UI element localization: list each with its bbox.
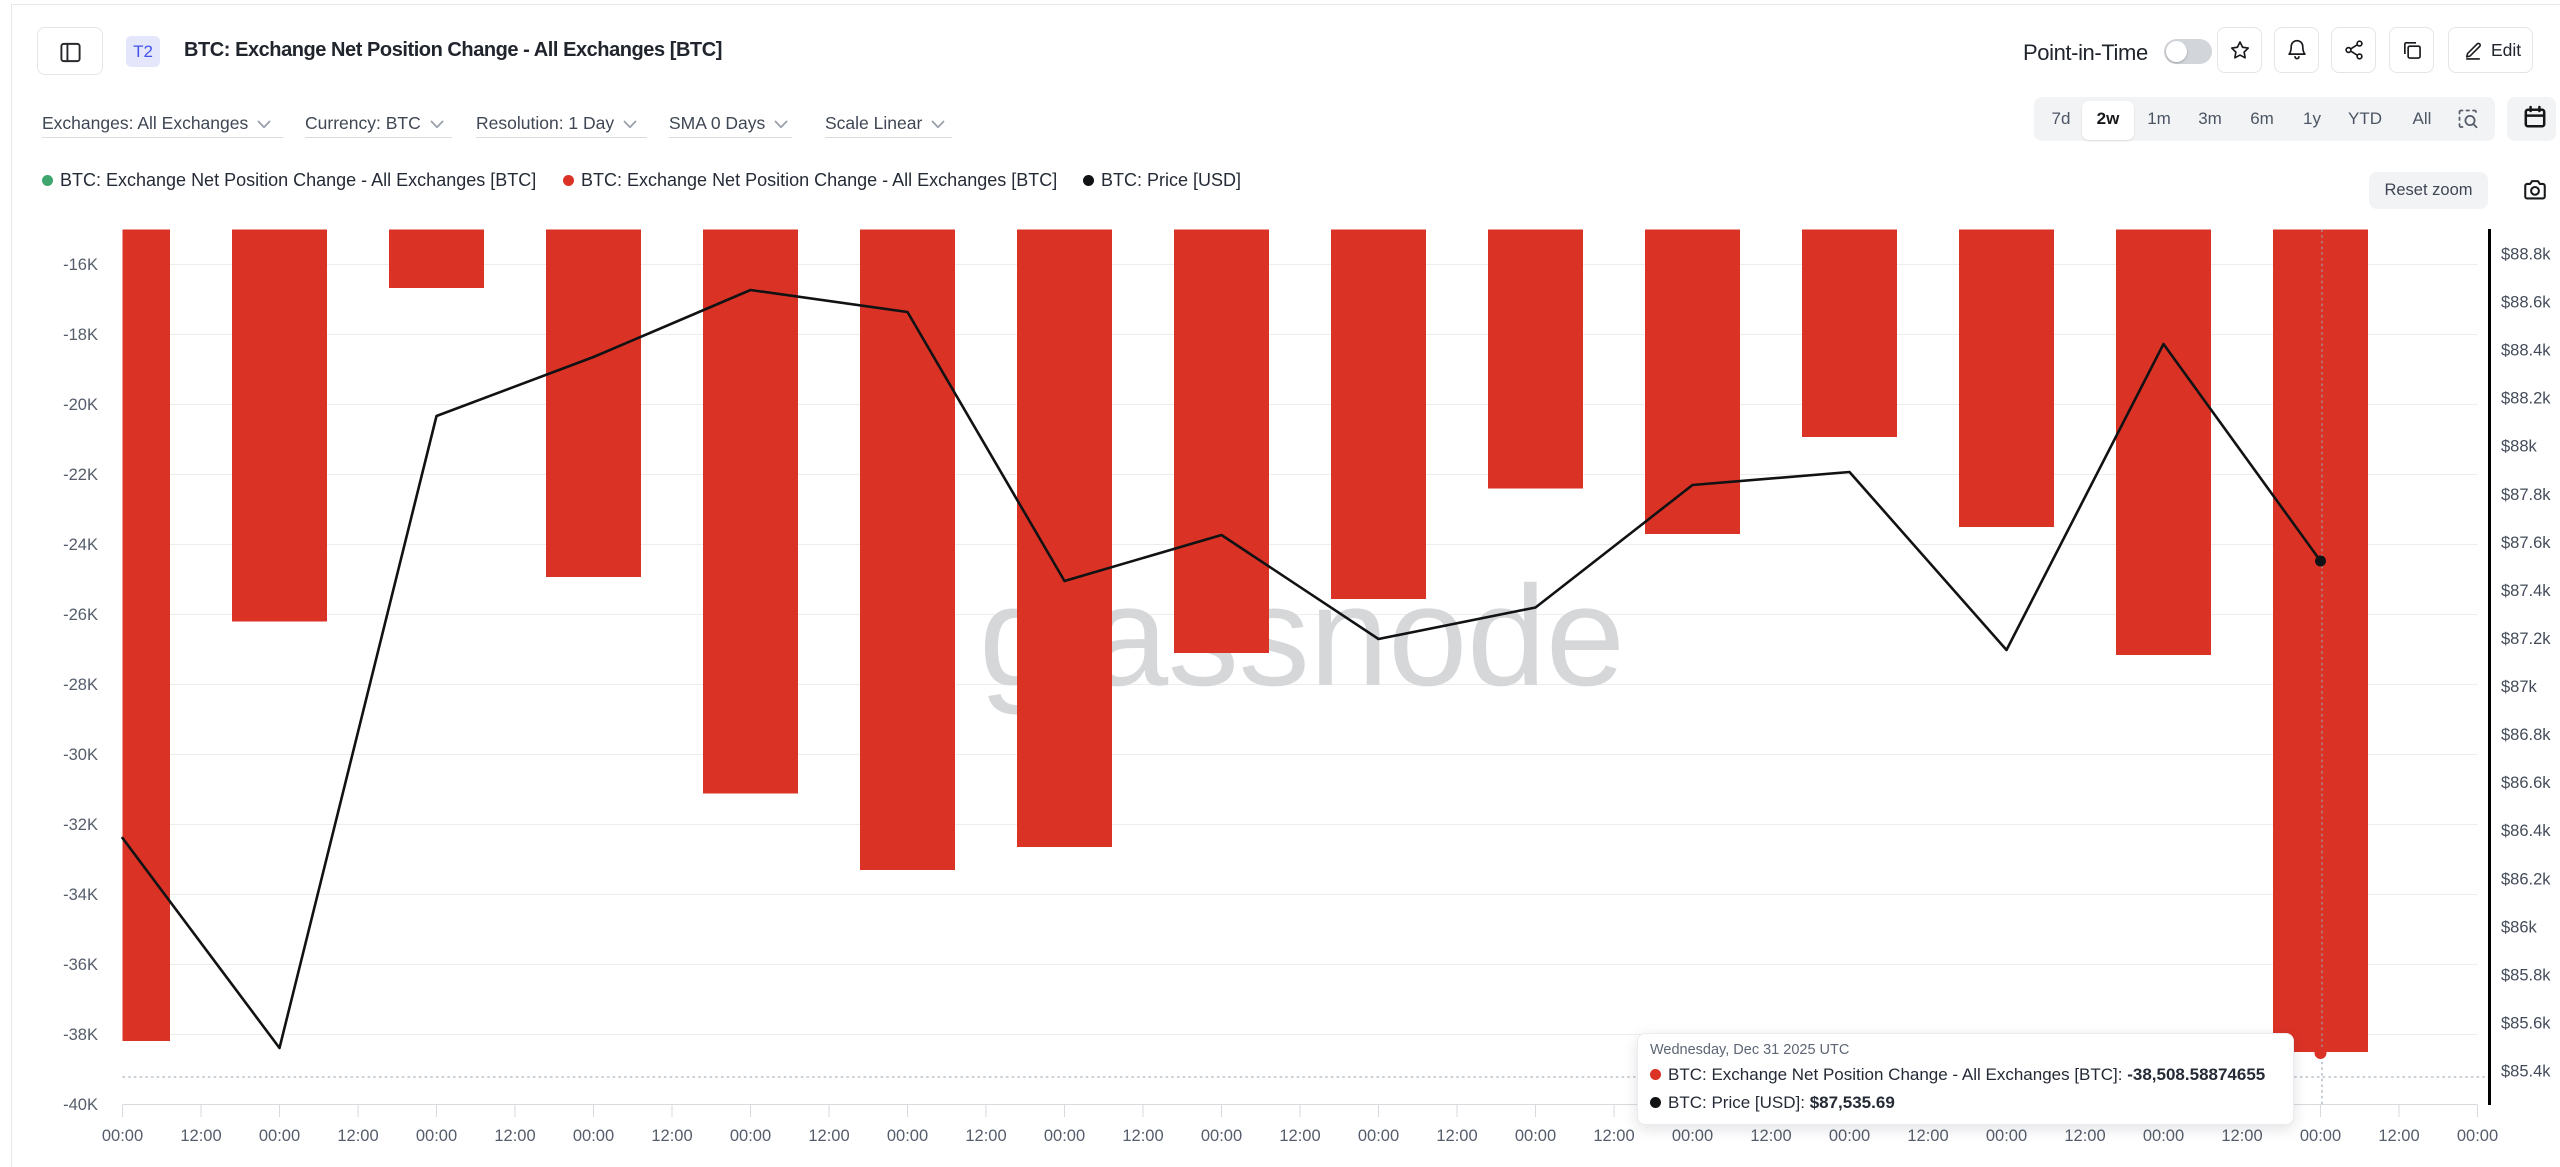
svg-text:00:00: 00:00 (1044, 1127, 1085, 1145)
svg-text:00:00: 00:00 (1986, 1127, 2027, 1145)
svg-text:-40K: -40K (63, 1096, 98, 1114)
svg-text:$86.4k: $86.4k (2501, 822, 2551, 840)
svg-text:00:00: 00:00 (573, 1127, 614, 1145)
svg-text:00:00: 00:00 (1358, 1127, 1399, 1145)
svg-text:12:00: 12:00 (180, 1127, 221, 1145)
svg-text:-18K: -18K (63, 326, 98, 344)
svg-text:00:00: 00:00 (730, 1127, 771, 1145)
svg-text:$85.8k: $85.8k (2501, 966, 2551, 984)
svg-text:12:00: 12:00 (965, 1127, 1006, 1145)
svg-text:-22K: -22K (63, 466, 98, 484)
svg-text:-36K: -36K (63, 956, 98, 974)
svg-text:$87k: $87k (2501, 678, 2538, 696)
svg-text:$87.6k: $87.6k (2501, 534, 2551, 552)
svg-text:$87.2k: $87.2k (2501, 630, 2551, 648)
svg-text:$88.4k: $88.4k (2501, 342, 2551, 360)
svg-text:$88k: $88k (2501, 438, 2538, 456)
svg-text:$86k: $86k (2501, 918, 2538, 936)
svg-text:-32K: -32K (63, 816, 98, 834)
svg-text:-20K: -20K (63, 396, 98, 414)
svg-text:$88.6k: $88.6k (2501, 294, 2551, 312)
svg-text:00:00: 00:00 (1201, 1127, 1242, 1145)
svg-text:12:00: 12:00 (808, 1127, 849, 1145)
svg-text:-24K: -24K (63, 536, 98, 554)
svg-text:$86.2k: $86.2k (2501, 870, 2551, 888)
svg-text:-34K: -34K (63, 886, 98, 904)
svg-text:12:00: 12:00 (2378, 1127, 2419, 1145)
svg-text:12:00: 12:00 (1436, 1127, 1477, 1145)
svg-text:00:00: 00:00 (259, 1127, 300, 1145)
svg-text:$85.6k: $85.6k (2501, 1014, 2551, 1032)
svg-text:00:00: 00:00 (416, 1127, 457, 1145)
svg-text:-28K: -28K (63, 676, 98, 694)
svg-text:$85.4k: $85.4k (2501, 1063, 2551, 1081)
svg-text:$88.2k: $88.2k (2501, 390, 2551, 408)
svg-text:$87.8k: $87.8k (2501, 486, 2551, 504)
svg-text:00:00: 00:00 (2300, 1127, 2341, 1145)
svg-text:12:00: 12:00 (337, 1127, 378, 1145)
svg-text:-16K: -16K (63, 256, 98, 274)
svg-text:00:00: 00:00 (2143, 1127, 2184, 1145)
svg-text:12:00: 12:00 (2064, 1127, 2105, 1145)
svg-text:$88.8k: $88.8k (2501, 246, 2551, 264)
svg-text:$86.6k: $86.6k (2501, 774, 2551, 792)
svg-text:12:00: 12:00 (651, 1127, 692, 1145)
svg-text:00:00: 00:00 (102, 1127, 143, 1145)
svg-text:12:00: 12:00 (1593, 1127, 1634, 1145)
svg-text:12:00: 12:00 (1750, 1127, 1791, 1145)
svg-text:00:00: 00:00 (1672, 1127, 1713, 1145)
svg-text:-38K: -38K (63, 1026, 98, 1044)
svg-text:12:00: 12:00 (2221, 1127, 2262, 1145)
svg-text:-26K: -26K (63, 606, 98, 624)
svg-text:00:00: 00:00 (2457, 1127, 2498, 1145)
svg-text:$87.4k: $87.4k (2501, 582, 2551, 600)
svg-text:12:00: 12:00 (494, 1127, 535, 1145)
svg-text:12:00: 12:00 (1279, 1127, 1320, 1145)
svg-text:00:00: 00:00 (1515, 1127, 1556, 1145)
svg-text:00:00: 00:00 (1829, 1127, 1870, 1145)
svg-text:-30K: -30K (63, 746, 98, 764)
svg-text:12:00: 12:00 (1122, 1127, 1163, 1145)
svg-text:00:00: 00:00 (887, 1127, 928, 1145)
svg-text:$86.8k: $86.8k (2501, 726, 2551, 744)
svg-text:12:00: 12:00 (1907, 1127, 1948, 1145)
